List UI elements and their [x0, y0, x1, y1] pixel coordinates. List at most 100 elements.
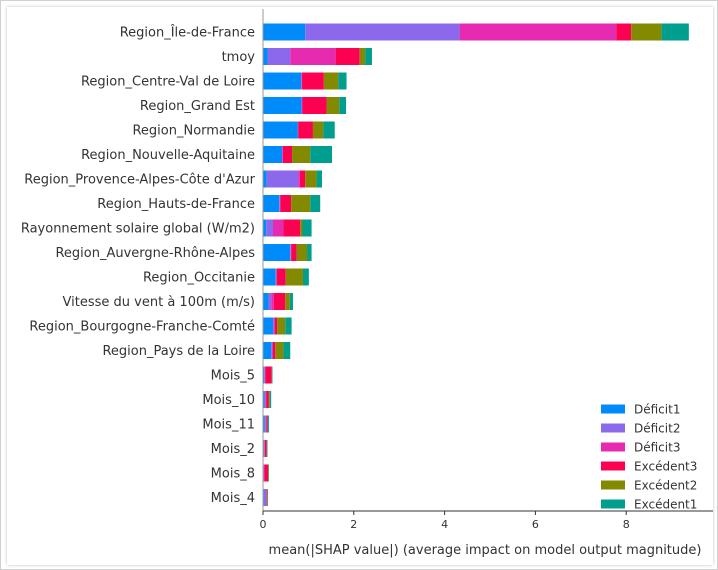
y-tick-label-region-bourgogne-franche-comte: Region_Bourgogne-Franche-Comté	[29, 320, 255, 335]
x-tick-label-4: 4	[441, 518, 448, 531]
bar-region-auvergne-rhone-alpes-excedent3	[291, 244, 297, 261]
bar-region-provence-alpes-cote-d-azur-excedent1	[316, 170, 323, 188]
legend-swatch-deficit1	[601, 404, 625, 414]
bar-region-normandie-deficit1	[263, 121, 298, 139]
legend-swatch-excedent3	[601, 461, 625, 471]
bar-region-provence-alpes-cote-d-azur-deficit3	[298, 170, 300, 188]
legend-swatch-deficit3	[601, 442, 625, 452]
bar-mois-11-deficit2	[264, 415, 266, 433]
bar-vitesse-du-vent-a-100m-m-s-deficit1	[263, 293, 269, 310]
bar-region-grand-est-excedent2	[326, 97, 340, 114]
bar-region-pays-de-la-loire-deficit1	[263, 342, 272, 359]
y-tick-label-region-occitanie: Region_Occitanie	[143, 271, 255, 286]
bar-region-normandie-excedent1	[323, 121, 335, 139]
bar-region-provence-alpes-cote-d-azur-excedent2	[305, 170, 317, 188]
bar-mois-4-deficit2	[263, 489, 267, 506]
bar-mois-10-excedent2	[268, 391, 270, 408]
bar-region-pays-de-la-loire-excedent3	[272, 342, 276, 359]
bar-region-centre-val-de-loire-excedent3	[302, 72, 324, 90]
y-tick-label-region-ile-de-france: Region_Île-de-France	[120, 25, 255, 41]
bar-vitesse-du-vent-a-100m-m-s-excedent3	[273, 293, 286, 310]
bar-rayonnement-solaire-global-w-m2-excedent1	[302, 219, 312, 237]
x-tick-label-0: 0	[260, 518, 267, 531]
legend-label-deficit2: Déficit2	[634, 422, 680, 436]
legend-label-excedent2: Excédent2	[634, 479, 697, 493]
bar-mois-11-deficit3	[265, 415, 267, 433]
y-tick-label-region-auvergne-rhone-alpes: Region_Auvergne-Rhône-Alpes	[55, 246, 255, 261]
bar-region-bourgogne-franche-comte-excedent3	[274, 317, 278, 335]
x-ticks: 0 2 4 6 8	[260, 511, 630, 531]
bar-region-nouvelle-aquitaine-excedent2	[292, 146, 311, 163]
bar-rayonnement-solaire-global-w-m2-excedent2	[300, 219, 303, 237]
y-tick-label-region-hauts-de-france: Region_Hauts-de-France	[97, 197, 255, 212]
bar-mois-11-deficit1	[263, 415, 265, 433]
bar-region-auvergne-rhone-alpes-excedent1	[307, 244, 312, 261]
bar-region-normandie-excedent2	[312, 121, 324, 139]
bar-mois-10-deficit3	[265, 391, 267, 408]
bar-mois-10-excedent1	[269, 391, 272, 408]
y-tick-label-mois-2: Mois_2	[211, 442, 255, 457]
bar-mois-5-excedent3	[265, 366, 272, 384]
legend: Déficit1 Déficit2 Déficit3 Excédent3 Excéden…	[601, 403, 697, 512]
y-tick-label-mois-8: Mois_8	[211, 467, 255, 482]
y-tick-label-region-centre-val-de-loire: Region_Centre-Val de Loire	[81, 75, 255, 90]
bar-tmoy-excedent2	[359, 48, 366, 65]
bar-region-bourgogne-franche-comte-deficit2	[272, 317, 274, 335]
bar-region-grand-est-excedent3	[302, 97, 327, 114]
y-tick-label-mois-10: Mois_10	[202, 393, 255, 408]
y-tick-label-rayonnement-solaire-global-w-m2: Rayonnement solaire global (W/m2)	[21, 222, 255, 237]
bar-mois-11-excedent1	[267, 415, 269, 433]
bar-region-centre-val-de-loire-excedent2	[323, 72, 339, 90]
bar-region-occitanie-excedent2	[285, 268, 303, 286]
bar-region-pays-de-la-loire-deficit2	[271, 342, 273, 359]
bar-rayonnement-solaire-global-w-m2-deficit1	[263, 219, 267, 237]
bar-region-ile-de-france-excedent2	[631, 23, 662, 41]
bar-region-provence-alpes-cote-d-azur-deficit2	[266, 170, 299, 188]
y-tick-label-region-nouvelle-aquitaine: Region_Nouvelle-Aquitaine	[81, 148, 255, 163]
legend-swatch-excedent2	[601, 480, 625, 490]
y-tick-label-region-normandie: Region_Normandie	[132, 124, 255, 139]
bar-region-hauts-de-france-excedent3	[280, 195, 292, 212]
bar-mois-10-excedent3	[266, 391, 269, 408]
bar-tmoy-deficit1	[263, 48, 268, 65]
bar-mois-8-excedent3	[264, 464, 268, 482]
legend-label-deficit3: Déficit3	[634, 441, 680, 455]
x-tick-label-8: 8	[623, 518, 630, 531]
bar-region-occitanie-deficit1	[263, 268, 276, 286]
bar-mois-11-excedent3	[266, 415, 268, 433]
legend-label-excedent3: Excédent3	[634, 460, 697, 474]
bar-region-auvergne-rhone-alpes-excedent2	[296, 244, 308, 261]
bar-region-nouvelle-aquitaine-deficit1	[263, 146, 283, 163]
x-tick-label-6: 6	[532, 518, 539, 531]
y-tick-label-region-grand-est: Region_Grand Est	[140, 99, 255, 114]
bar-region-occitanie-excedent1	[302, 268, 309, 286]
bar-rayonnement-solaire-global-w-m2-excedent3	[283, 219, 301, 237]
axes	[262, 9, 713, 512]
bar-region-bourgogne-franche-comte-excedent1	[285, 317, 292, 335]
bar-region-bourgogne-franche-comte-deficit3	[273, 317, 275, 335]
bar-tmoy-deficit2	[267, 48, 291, 65]
bar-vitesse-du-vent-a-100m-m-s-deficit3	[271, 293, 274, 310]
bar-region-bourgogne-franche-comte-deficit1	[263, 317, 273, 335]
y-tick-label-mois-5: Mois_5	[211, 369, 255, 384]
bar-region-hauts-de-france-deficit1	[263, 195, 280, 212]
bar-region-grand-est-excedent1	[339, 97, 347, 114]
bar-tmoy-deficit3	[290, 48, 336, 65]
bars-group	[263, 23, 689, 506]
bar-region-nouvelle-aquitaine-excedent3	[282, 146, 293, 163]
bar-mois-5-deficit1	[263, 366, 265, 384]
bar-region-ile-de-france-excedent3	[616, 23, 632, 41]
bar-region-centre-val-de-loire-excedent1	[338, 72, 347, 90]
bar-region-provence-alpes-cote-d-azur-deficit1	[263, 170, 267, 188]
bar-region-ile-de-france-deficit3	[459, 23, 617, 41]
bar-region-hauts-de-france-excedent2	[291, 195, 311, 212]
legend-label-excedent1: Excédent1	[634, 498, 697, 512]
bar-region-normandie-excedent3	[298, 121, 313, 139]
y-tick-label-tmoy: tmoy	[222, 50, 256, 65]
bar-tmoy-excedent3	[335, 48, 360, 65]
bar-region-nouvelle-aquitaine-excedent1	[310, 146, 333, 163]
x-axis-label: mean(|SHAP value|) (average impact on mo…	[269, 543, 702, 558]
bar-rayonnement-solaire-global-w-m2-deficit3	[272, 219, 284, 237]
